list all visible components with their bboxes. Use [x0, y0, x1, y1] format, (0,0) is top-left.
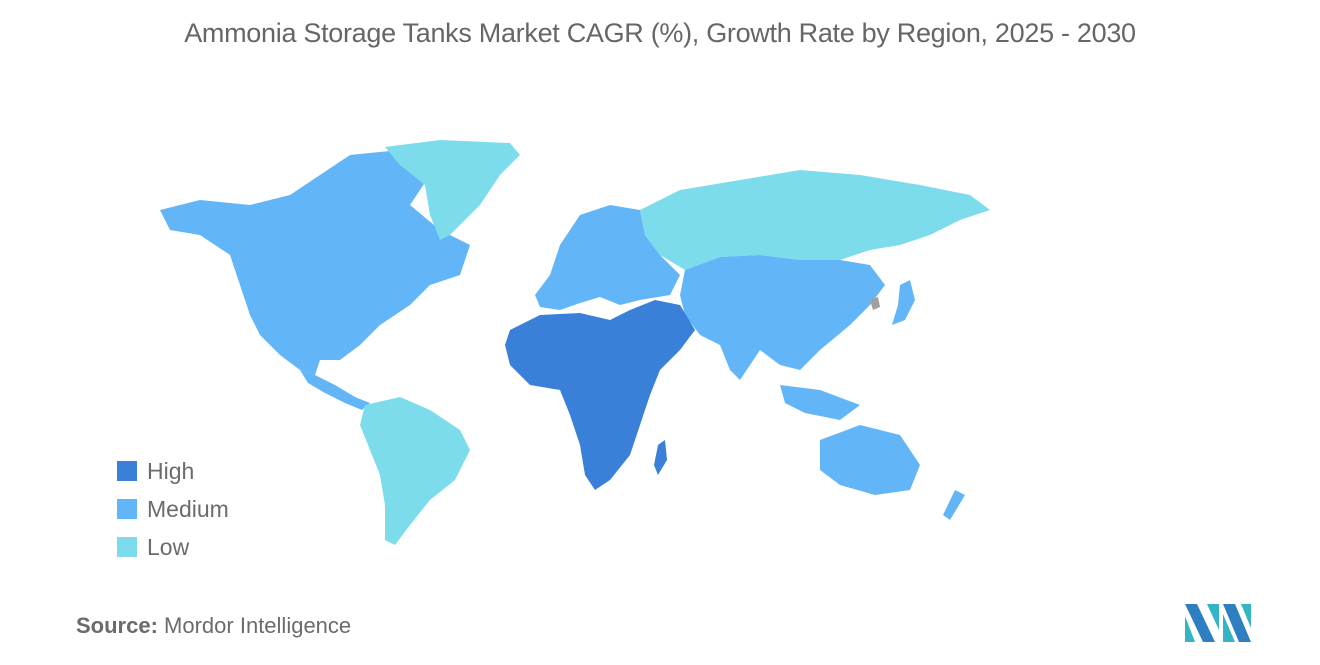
legend-item-low: Low: [117, 528, 229, 566]
legend-item-medium: Medium: [117, 490, 229, 528]
region-no-data: [870, 297, 880, 310]
world-map: [160, 140, 990, 545]
region-new-zealand: [943, 490, 965, 520]
legend-label: Low: [147, 533, 190, 560]
region-north-america: [160, 150, 470, 375]
legend-label: Medium: [147, 495, 229, 522]
source-value: Mordor Intelligence: [164, 613, 352, 638]
region-japan: [892, 280, 915, 325]
region-madagascar: [654, 440, 667, 475]
region-greenland: [385, 140, 520, 240]
legend-label: High: [147, 457, 195, 484]
source-note: Source: Mordor Intelligence: [76, 613, 351, 639]
region-south-america: [360, 397, 470, 545]
chart-title: Ammonia Storage Tanks Market CAGR (%), G…: [184, 18, 1136, 48]
legend: High Medium Low: [117, 452, 229, 566]
legend-item-high: High: [117, 452, 229, 490]
legend-swatch-medium: [117, 499, 137, 519]
region-central-america: [300, 370, 370, 410]
region-australia: [820, 425, 920, 495]
source-label: Source:: [76, 613, 158, 638]
region-asia: [680, 255, 885, 380]
region-europe: [535, 205, 680, 310]
region-southeast-asia: [780, 385, 860, 420]
legend-swatch-low: [117, 537, 137, 557]
legend-swatch-high: [117, 461, 137, 481]
region-russia: [640, 170, 990, 270]
region-middle-east-africa: [505, 300, 695, 490]
mordor-intelligence-logo-icon: [1185, 604, 1251, 642]
